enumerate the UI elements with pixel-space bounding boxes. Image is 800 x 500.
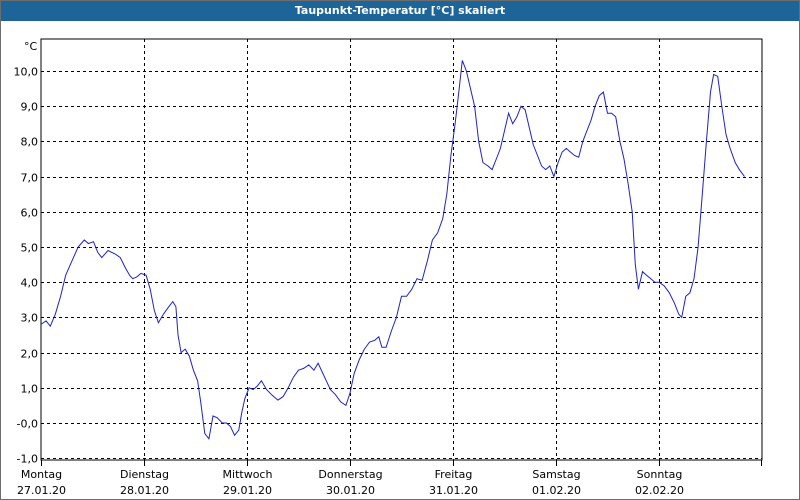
y-tick-label: -0,0	[17, 418, 38, 431]
x-tick-date: 31.01.20	[429, 484, 478, 497]
y-tick-label: 5,0	[21, 242, 39, 255]
x-tick-day: Donnerstag	[318, 468, 382, 481]
x-tick-day: Freitag	[435, 468, 473, 481]
x-tick-date: 29.01.20	[223, 484, 272, 497]
series-line	[40, 60, 745, 440]
y-tick-label: 4,0	[21, 277, 39, 290]
y-tick-label: 9,0	[21, 101, 39, 114]
y-tick-label: 6,0	[21, 207, 39, 220]
x-tick-day: Mittwoch	[223, 468, 273, 481]
y-tick-label: 7,0	[21, 172, 39, 185]
x-axis-ticks: Montag 27.01.20 Dienstag 28.01.20 Mittwoch 29…	[17, 460, 762, 497]
y-tick-label: 3,0	[21, 312, 39, 325]
x-tick-date: 30.01.20	[326, 484, 375, 497]
y-tick-label: 10,0	[14, 66, 39, 79]
y-axis-ticks: -1,0 -0,0 1,0 2,0 3,0 4,0 5,0 6,0 7,0 8,0 9,0 10,0	[14, 66, 39, 466]
y-tick-label: 8,0	[21, 136, 39, 149]
x-tick-date: 02.02.20	[635, 484, 684, 497]
x-tick-day: Dienstag	[120, 468, 169, 481]
x-tick-day: Samstag	[532, 468, 580, 481]
y-tick-label: 2,0	[21, 348, 39, 361]
y-tick-label: 1,0	[21, 383, 39, 396]
x-tick-day: Sonntag	[637, 468, 683, 481]
x-tick-date: 01.02.20	[532, 484, 581, 497]
x-tick-date: 28.01.20	[120, 484, 169, 497]
y-axis-unit: °C	[24, 40, 38, 53]
plot-area	[40, 38, 763, 461]
x-tick-date: 27.01.20	[17, 484, 66, 497]
y-tick-label: -1,0	[17, 453, 38, 466]
x-tick-day: Montag	[21, 468, 62, 481]
window-title: Taupunkt-Temperatur [°C] skaliert	[1, 1, 799, 21]
grid-lines	[41, 39, 762, 460]
